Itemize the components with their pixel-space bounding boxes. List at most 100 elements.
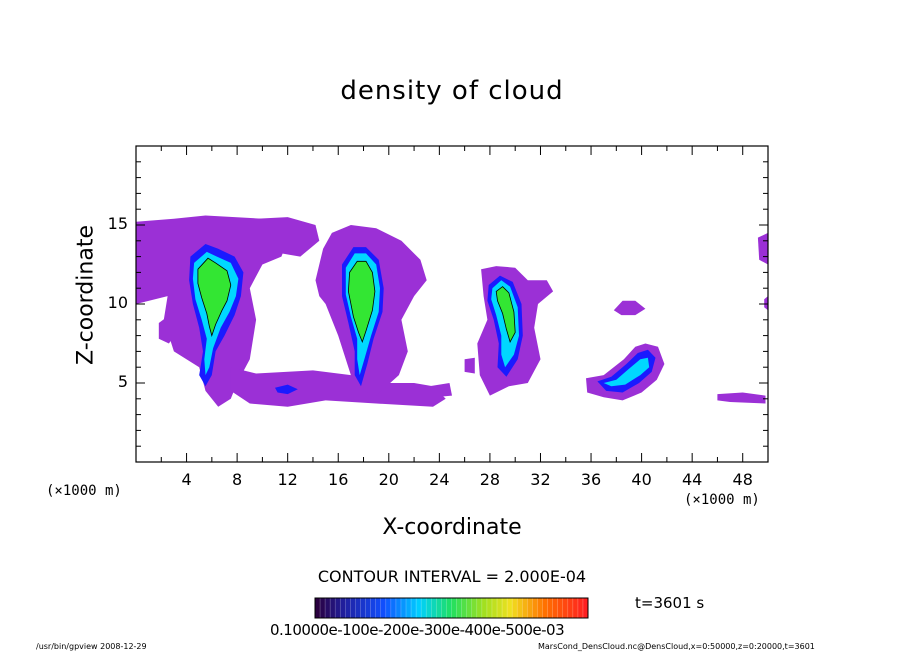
colorbar-cell [486, 598, 493, 618]
footer-right: MarsCond_DensCloud.nc@DensCloud,x=0:5000… [538, 642, 815, 651]
chart-title: density of cloud [340, 76, 564, 106]
colorbar-cell [481, 598, 488, 618]
colorbar-cell [577, 598, 584, 618]
colorbar-cell [562, 598, 569, 618]
colorbar-cell [552, 598, 558, 618]
cloud-tower2-core-green-contour [347, 260, 376, 344]
colorbar-cell [416, 598, 422, 618]
colorbar-cell [542, 598, 548, 618]
x-tick-label: 36 [580, 470, 602, 489]
colorbar-cell [461, 598, 467, 618]
x-tick-label: 28 [479, 470, 501, 489]
colorbar-cell [532, 598, 538, 618]
x-tick-label: 8 [232, 470, 243, 489]
colorbar-cell [340, 598, 346, 618]
colorbar-cell [527, 598, 533, 618]
colorbar-cell [380, 598, 387, 618]
colorbar [314, 597, 589, 619]
colorbar-cell [436, 598, 442, 618]
cloud-main-core-green-contour [197, 257, 232, 337]
colorbar-cell [345, 598, 351, 618]
colorbar-frame [314, 597, 589, 619]
colorbar-cell [426, 598, 432, 618]
colorbar-cell [456, 598, 462, 618]
cloud-density-field [136, 215, 768, 407]
y-tick-label: 5 [117, 372, 128, 391]
x-tick-label: 44 [681, 470, 703, 489]
cloud-low-deck-core [275, 384, 298, 395]
x-unit-right: (×1000 m) [684, 492, 760, 508]
colorbar-cell [390, 598, 397, 618]
colorbar-cell [385, 598, 392, 618]
y-tick-label: 10 [107, 293, 128, 312]
footer-left: /usr/bin/gpview 2008-12-29 [36, 642, 147, 651]
colorbar-cell [411, 598, 417, 618]
colorbar-cell [360, 598, 366, 618]
colorbar-cell [330, 598, 336, 618]
colorbar-cell [325, 598, 331, 618]
colorbar-cell [491, 598, 498, 618]
x-unit-left: (×1000 m) [46, 483, 122, 499]
colorbar-cell [355, 598, 361, 618]
colorbar-cell [537, 598, 543, 618]
colorbar-cell [476, 598, 483, 618]
colorbar-cell [567, 598, 574, 618]
colorbar-cell [547, 598, 553, 618]
colorbar-cell [406, 598, 412, 618]
cloud-main-core-green [197, 258, 231, 336]
colorbar-cell [370, 598, 376, 618]
colorbar-cell [517, 598, 523, 618]
colorbar-cell [320, 598, 326, 618]
cloud-small-blob-core-cyan [603, 357, 650, 387]
colorbar-cell [582, 598, 589, 618]
colorbar-cell [365, 598, 371, 618]
colorbar-cell [431, 598, 437, 618]
x-tick-label: 48 [732, 470, 753, 489]
axis-ticks [136, 146, 769, 462]
colorbar-cell [446, 598, 452, 618]
time-label: t=3601 s [635, 594, 705, 612]
colorbar-cell [451, 598, 457, 618]
colorbar-cell [466, 598, 473, 618]
cloud-patch-b [464, 357, 475, 374]
x-tick-label: 24 [429, 470, 450, 489]
cloud-tower3-core-green [496, 286, 516, 342]
x-tick-label: 20 [378, 470, 399, 489]
cloud-far-right-mid [764, 296, 768, 311]
colorbar-cell [350, 598, 356, 618]
cloud-low-deck [230, 367, 446, 407]
colorbar-labels: 0.10000e-100e-200e-300e-400e-500e-03 [270, 621, 565, 639]
colorbar-cell [512, 598, 518, 618]
colorbar-cell [400, 598, 407, 618]
colorbar-cell [471, 598, 478, 618]
x-tick-label: 32 [530, 470, 551, 489]
x-tick-label: 40 [631, 470, 652, 489]
cloud-far-right-high [757, 232, 768, 265]
x-tick-label: 4 [181, 470, 192, 489]
cloud-tower2-core-green [348, 261, 375, 342]
colorbar-cell [375, 598, 382, 618]
y-tick-label: 15 [107, 214, 128, 233]
colorbar-cell [315, 598, 321, 618]
colorbar-cell [441, 598, 447, 618]
colorbar-cell [502, 598, 508, 618]
cloud-patch-c [158, 311, 179, 344]
x-axis-label: X-coordinate [382, 515, 522, 540]
cloud-patch-a [429, 383, 452, 398]
contour-interval: CONTOUR INTERVAL = 2.000E-04 [317, 567, 587, 586]
cloud-tower3-core-green-contour [495, 286, 516, 343]
x-tick-label: 12 [277, 470, 298, 489]
colorbar-cell [522, 598, 528, 618]
colorbar-cell [335, 598, 341, 618]
colorbar-cell [421, 598, 427, 618]
colorbar-cell [507, 598, 513, 618]
colorbar-cell [572, 598, 579, 618]
cloud-far-right-low [717, 392, 766, 404]
colorbar-cell [557, 598, 564, 618]
cloud-small-blob-top [613, 300, 646, 316]
x-tick-label: 16 [328, 470, 349, 489]
cloud-main-anvil-right [256, 217, 320, 257]
colorbar-cell [497, 598, 503, 618]
colorbar-cell [395, 598, 402, 618]
